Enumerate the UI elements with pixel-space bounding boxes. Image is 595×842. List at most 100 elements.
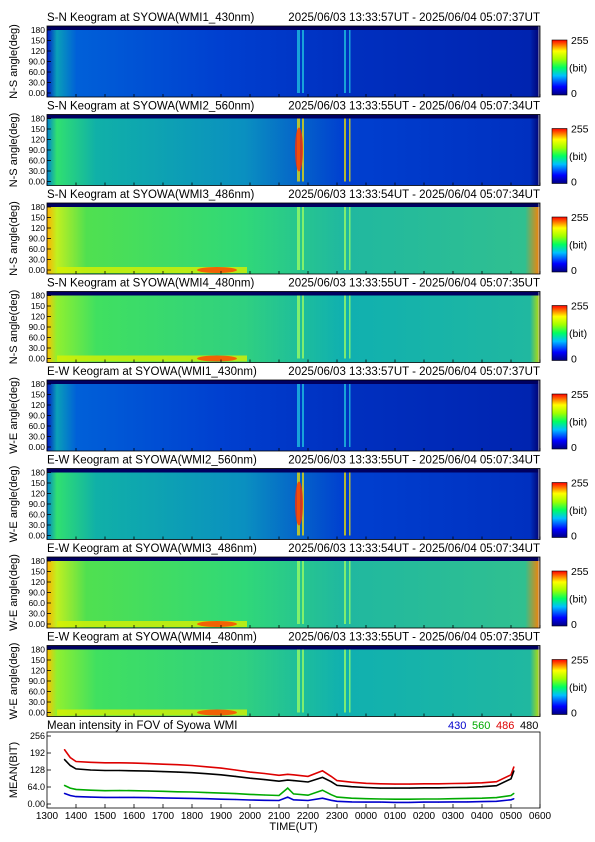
keogram-time-range: 2025/06/03 13:33:57UT - 2025/06/04 05:07… — [288, 366, 540, 378]
data-point-486 — [365, 782, 367, 784]
keogram-event-streak — [349, 561, 351, 624]
data-point-480 — [330, 781, 332, 783]
keogram-title: E-W Keogram at SYOWA(WMI3_486nm) — [47, 543, 257, 555]
keogram-image — [47, 26, 540, 97]
data-point-560 — [365, 798, 367, 800]
keogram-ytick-label: 60.0 — [28, 510, 45, 520]
data-point-430 — [452, 801, 454, 803]
keogram-hot-spot — [197, 267, 237, 273]
keogram-ytick-label: 150 — [31, 36, 45, 46]
mean-xtick-label: 1700 — [152, 811, 175, 822]
colorbar-unit-label: (bit) — [569, 505, 587, 517]
data-point-480 — [205, 773, 208, 775]
keogram-top-band — [47, 114, 540, 119]
keogram-image — [47, 203, 540, 274]
keogram-panel: S-N Keogram at SYOWA(WMI4_480nm) 2025/06/… — [8, 278, 589, 366]
data-point-430 — [133, 796, 135, 798]
data-point-430 — [292, 799, 295, 801]
data-point-480 — [234, 775, 237, 777]
keogram-top-band — [47, 468, 540, 473]
data-point-430 — [307, 799, 309, 802]
keogram-event-streak — [344, 384, 346, 447]
data-point-486 — [379, 783, 382, 785]
keogram-red-arc — [295, 127, 303, 172]
data-point-486 — [336, 780, 338, 782]
mean-intensity-panel: Mean intensity in FOV of Syowa WMI 430 560… — [8, 720, 552, 833]
data-point-480 — [423, 787, 425, 789]
data-point-560 — [321, 789, 324, 791]
mean-xtick-label: 0000 — [355, 811, 378, 822]
mean-xtick-label: 2100 — [268, 811, 291, 822]
data-point-480 — [481, 786, 483, 788]
colorbar-unit-label: (bit) — [569, 63, 587, 75]
data-point-560 — [423, 798, 425, 800]
colorbar-min-label: 0 — [571, 442, 577, 454]
data-point-560 — [205, 791, 208, 794]
keogram-panel: S-N Keogram at SYOWA(WMI2_560nm) 2025/06/… — [8, 101, 589, 189]
data-point-430 — [287, 796, 289, 798]
mean-xtick-label: 1300 — [36, 811, 59, 822]
keogram-event-streak — [297, 30, 300, 93]
data-point-486 — [350, 781, 353, 783]
keogram-ylabel: N-S angle(deg) — [8, 113, 20, 188]
keogram-ytick-label: 0.00 — [28, 88, 45, 98]
data-point-560 — [118, 789, 121, 792]
colorbar-max-label: 255 — [571, 478, 589, 490]
keogram-event-streak — [297, 384, 300, 447]
keogram-ytick-label: 120 — [31, 489, 45, 499]
data-point-486 — [287, 773, 289, 775]
keogram-hot-spot — [197, 355, 237, 362]
data-point-486 — [321, 770, 324, 772]
data-point-430 — [330, 799, 332, 801]
keogram-ytick-label: 180 — [31, 645, 45, 655]
data-point-430 — [513, 798, 515, 800]
colorbar-max-label: 255 — [571, 35, 589, 47]
keogram-event-streak — [302, 295, 304, 359]
keogram-ytick-label: 30.0 — [28, 255, 45, 265]
data-point-430 — [321, 797, 324, 799]
data-point-480 — [466, 786, 469, 788]
keogram-ytick-label: 120 — [31, 46, 45, 56]
keogram-edge — [538, 380, 540, 451]
keogram-event-streak — [344, 649, 346, 713]
keogram-ytick-label: 150 — [31, 124, 45, 134]
data-point-560 — [330, 794, 332, 796]
keogram-event-streak — [302, 649, 304, 713]
keogram-ytick-label: 60.0 — [28, 421, 45, 431]
data-point-560 — [510, 794, 512, 797]
colorbar-min-label: 0 — [571, 88, 577, 100]
mean-ylabel: MEAN(BIT) — [8, 742, 20, 798]
data-point-560 — [176, 791, 179, 793]
keogram-panel: S-N Keogram at SYOWA(WMI3_486nm) 2025/06/… — [8, 189, 589, 277]
mean-xtick-label: 1800 — [181, 811, 204, 822]
data-point-480 — [147, 770, 150, 772]
keogram-event-streak — [349, 118, 351, 182]
data-point-560 — [147, 790, 150, 792]
data-point-480 — [307, 781, 309, 783]
series-line-486 — [63, 749, 515, 785]
data-point-560 — [191, 791, 193, 793]
keogram-ylabel: W-E angle(deg) — [8, 554, 20, 631]
keogram-ytick-label: 90.0 — [28, 322, 45, 332]
data-point-430 — [394, 801, 396, 804]
mean-xtick-label: 0500 — [500, 811, 523, 822]
data-point-560 — [513, 792, 515, 794]
keogram-image — [47, 468, 540, 540]
mean-ytick-label: 0.00 — [27, 799, 45, 809]
mean-xlabel: TIME(UT) — [269, 821, 317, 833]
keogram-time-range: 2025/06/03 13:33:55UT - 2025/06/04 05:07… — [288, 101, 540, 113]
data-point-480 — [191, 772, 193, 774]
colorbar — [551, 659, 568, 715]
data-point-430 — [336, 800, 338, 802]
keogram-ytick-label: 150 — [31, 567, 45, 577]
data-point-560 — [437, 798, 440, 800]
keogram-ytick-label: 180 — [31, 114, 45, 124]
keogram-ytick-label: 60.0 — [28, 598, 45, 608]
colorbar-unit-label: (bit) — [569, 240, 587, 252]
keogram-event-streak — [302, 384, 304, 447]
data-point-560 — [379, 798, 382, 800]
series-line-560 — [64, 784, 515, 801]
keogram-ylabel: N-S angle(deg) — [8, 290, 20, 365]
data-point-560 — [89, 789, 92, 791]
